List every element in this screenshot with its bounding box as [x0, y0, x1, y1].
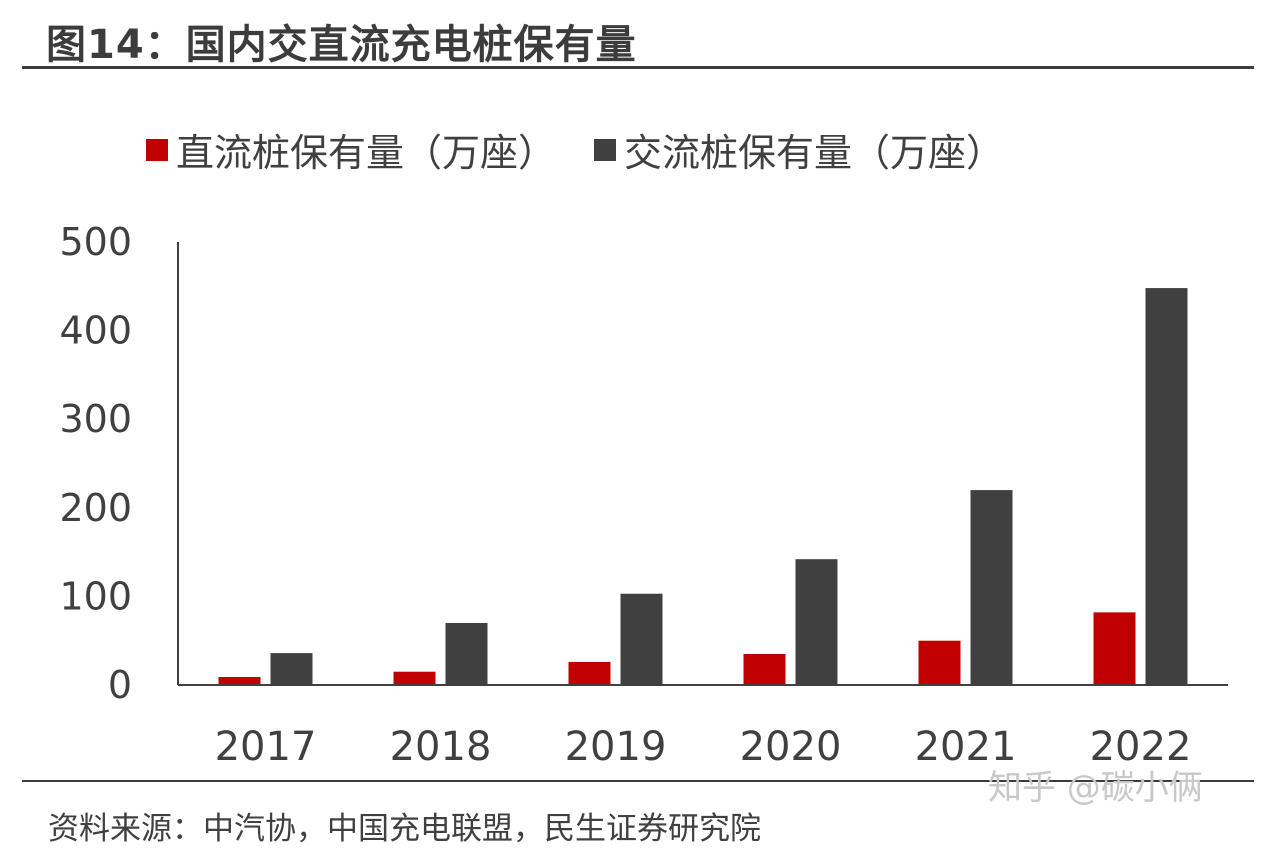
bar-ac	[620, 593, 663, 685]
bar-ac	[1145, 288, 1188, 685]
watermark: 知乎 @碳小俩	[988, 768, 1203, 808]
x-tick-label: 2017	[215, 724, 317, 770]
x-tick-label: 2022	[1090, 724, 1192, 770]
source-rule	[22, 780, 1254, 782]
y-tick-label: 0	[108, 663, 132, 707]
legend: 直流桩保有量（万座） 交流桩保有量（万座）	[146, 122, 1042, 177]
x-tick-label: 2020	[740, 724, 842, 770]
x-tick-label: 2018	[390, 724, 492, 770]
title-rule	[22, 66, 1254, 69]
chart-title: 图14：国内交直流充电桩保有量	[46, 22, 637, 68]
bar-dc	[918, 640, 961, 685]
source-note: 资料来源：中汽协，中国充电联盟，民生证券研究院	[48, 811, 761, 847]
bar-ac	[970, 490, 1013, 685]
y-tick-label: 200	[59, 486, 132, 530]
bar-ac	[270, 653, 313, 685]
bar-dc	[393, 671, 436, 685]
legend-item-ac: 交流桩保有量（万座）	[594, 122, 1004, 177]
legend-item-dc: 直流桩保有量（万座）	[146, 122, 556, 177]
y-tick-label: 400	[59, 309, 132, 353]
bar-dc	[1093, 612, 1136, 685]
x-tick-label: 2021	[915, 724, 1017, 770]
bar-dc	[568, 661, 611, 685]
x-tick-label: 2019	[565, 724, 667, 770]
y-tick-label: 100	[59, 574, 132, 618]
bar-ac	[795, 559, 838, 685]
bar-ac	[445, 622, 488, 685]
legend-swatch-ac	[594, 138, 617, 161]
legend-swatch-dc	[146, 138, 168, 161]
legend-label-ac: 交流桩保有量（万座）	[624, 131, 1005, 175]
y-tick-label: 500	[59, 220, 132, 264]
bar-dc	[743, 653, 786, 685]
y-tick-label: 300	[59, 397, 132, 441]
bar-dc	[218, 677, 261, 685]
legend-label-dc: 直流桩保有量（万座）	[176, 131, 557, 175]
